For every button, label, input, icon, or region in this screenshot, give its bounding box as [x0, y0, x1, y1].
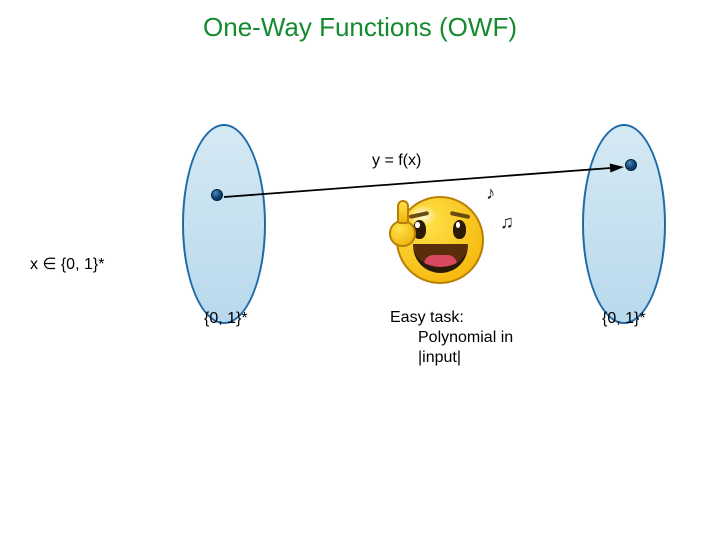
point-x	[211, 189, 223, 201]
easy-task-line1: Easy task:	[390, 308, 513, 328]
smiley-eye-right	[453, 220, 466, 238]
point-fx	[625, 159, 637, 171]
music-note-icon: ♫	[500, 211, 514, 233]
music-note-icon: ♪	[486, 182, 495, 204]
easy-task-caption: Easy task: Polynomial in |input|	[390, 308, 513, 368]
codomain-set-label: {0, 1}*	[602, 310, 646, 328]
x-membership-label: x ∈ {0, 1}*	[30, 254, 104, 274]
mapping-label: y = f(x)	[372, 152, 421, 170]
domain-set-label: {0, 1}*	[204, 310, 248, 328]
easy-task-line2: Polynomial in	[390, 328, 513, 348]
diagram-stage: One-Way Functions (OWF) y = f(x) x ∈ {0,…	[0, 0, 720, 540]
easy-task-line3: |input|	[390, 348, 513, 368]
smiley-finger	[397, 200, 409, 224]
smiley-hand	[389, 220, 415, 246]
smiley-icon: ♪ ♫	[376, 176, 524, 304]
function-arrow	[0, 0, 720, 540]
